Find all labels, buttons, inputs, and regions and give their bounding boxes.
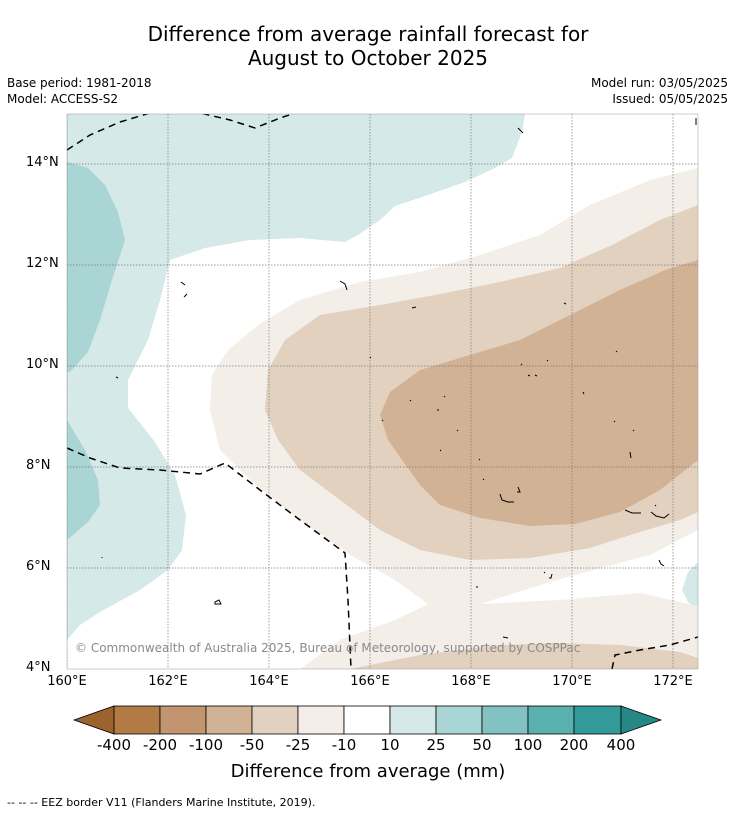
lon-tick-168e: 168°E <box>451 674 491 689</box>
map-frame <box>66 113 699 670</box>
lat-tick-4n: 4°N <box>26 660 51 675</box>
eez-border <box>67 114 698 669</box>
colorbar-extend-high <box>620 705 663 735</box>
contour-wet-10-25-east <box>682 562 698 610</box>
colorbar-label-p100: 100 <box>513 736 543 754</box>
colorbar-label-p50: 50 <box>472 736 492 754</box>
issued-date: Issued: 05/05/2025 <box>612 92 728 106</box>
colorbar-label-p200: 200 <box>559 736 589 754</box>
lon-tick-160e: 160°E <box>47 674 87 689</box>
colorbar-swatch-10 <box>527 705 575 735</box>
base-period: Base period: 1981-2018 <box>7 76 152 90</box>
colorbar-swatch-1 <box>113 705 161 735</box>
contour-dry-25-50-south <box>350 643 698 669</box>
colorbar-label-p400: 400 <box>606 736 636 754</box>
map-area <box>67 114 698 669</box>
contour-wet-25-50-west <box>67 162 125 372</box>
colorbar-swatch-5 <box>297 705 345 735</box>
colorbar-swatch-3 <box>205 705 253 735</box>
colorbar-label-m100: -100 <box>188 736 224 754</box>
colorbar-label-m200: -200 <box>142 736 178 754</box>
colorbar-swatch-11 <box>573 705 622 735</box>
lat-tick-10n: 10°N <box>26 357 59 372</box>
colorbar-swatch-6 <box>343 705 391 735</box>
islands <box>101 118 697 639</box>
grid-lines <box>67 114 698 669</box>
model-run: Model run: 03/05/2025 <box>590 76 728 90</box>
lon-tick-162e: 162°E <box>148 674 188 689</box>
colorbar-extend-low <box>72 705 115 735</box>
lat-tick-6n: 6°N <box>26 559 51 574</box>
colorbar-label-p25: 25 <box>426 736 446 754</box>
colorbar-label-m400: -400 <box>96 736 132 754</box>
colorbar-label-p10: 10 <box>380 736 400 754</box>
contour-dry-50-100 <box>380 260 698 526</box>
colorbar <box>72 705 663 735</box>
lon-tick-172e: 172°E <box>653 674 693 689</box>
colorbar-swatch-4 <box>251 705 299 735</box>
colorbar-title: Difference from average (mm) <box>230 761 506 782</box>
title-line-1: Difference from average rainfall forecas… <box>147 22 589 46</box>
contour-wet-25-50-southwest <box>67 420 100 540</box>
lat-tick-14n: 14°N <box>26 155 59 170</box>
colorbar-swatch-8 <box>435 705 483 735</box>
title-line-2: August to October 2025 <box>247 46 489 70</box>
lon-tick-170e: 170°E <box>552 674 592 689</box>
eez-footnote: -- -- -- EEZ border V11 (Flanders Marine… <box>7 796 316 809</box>
lat-tick-12n: 12°N <box>26 256 59 271</box>
lon-tick-166e: 166°E <box>350 674 390 689</box>
meta-right: Model run: 03/05/2025 Issued: 05/05/2025 <box>591 75 728 107</box>
lon-tick-164e: 164°E <box>249 674 289 689</box>
model-name: Model: ACCESS-S2 <box>7 92 119 106</box>
meta-left: Base period: 1981-2018 Model: ACCESS-S2 <box>7 75 152 107</box>
copyright-notice: © Commonwealth of Australia 2025, Bureau… <box>75 641 581 655</box>
contour-wet-10-25-north <box>67 114 525 640</box>
colorbar-swatch-9 <box>481 705 529 735</box>
colorbar-label-m10: -10 <box>331 736 357 754</box>
colorbar-label-m50: -50 <box>239 736 265 754</box>
colorbar-label-m25: -25 <box>285 736 311 754</box>
colorbar-swatch-2 <box>159 705 207 735</box>
lat-tick-8n: 8°N <box>26 458 51 473</box>
colorbar-swatch-7 <box>389 705 437 735</box>
chart-title: Difference from average rainfall forecas… <box>0 22 736 70</box>
